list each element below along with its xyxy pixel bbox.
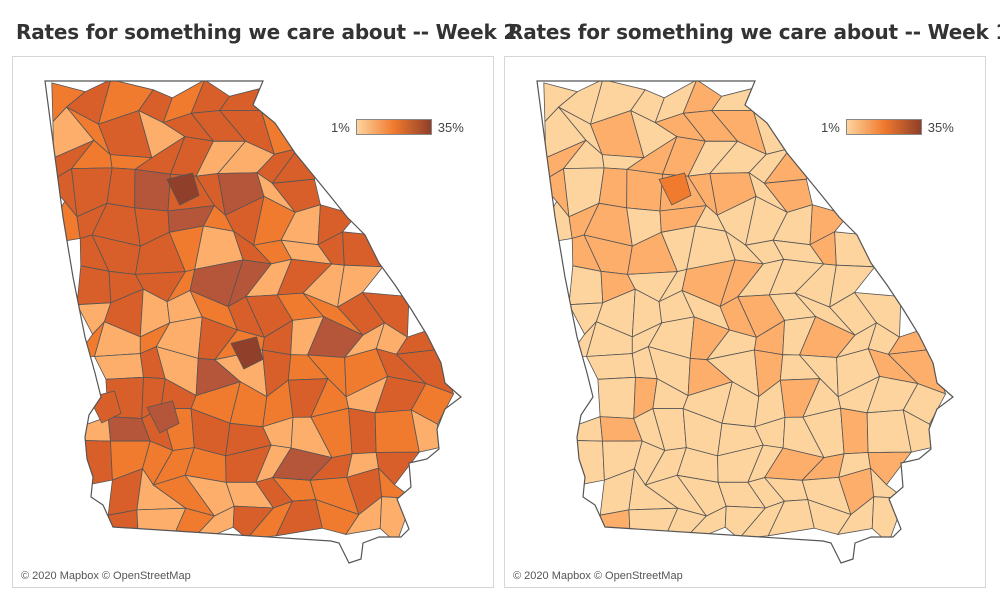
legend-min-label: 1% (331, 119, 350, 135)
county-shape[interactable] (834, 231, 876, 268)
county-shape[interactable] (106, 167, 136, 209)
county-shape[interactable] (871, 496, 906, 544)
color-legend: 1% 35% (821, 119, 954, 135)
panel-title-week-2: Rates for something we care about -- Wee… (16, 20, 518, 44)
legend-min-label: 1% (821, 119, 840, 135)
county-shape[interactable] (568, 265, 604, 306)
county-shape[interactable] (598, 167, 628, 209)
county-shape[interactable] (568, 416, 603, 442)
map-panel-week-2[interactable]: 1% 35% © 2020 Mapbox © OpenStreetMap (12, 56, 494, 588)
map-credit: © 2020 Mapbox © OpenStreetMap (513, 570, 683, 582)
state-outline (536, 80, 954, 564)
county-shape[interactable] (626, 168, 664, 212)
county-shape[interactable] (597, 376, 636, 419)
legend-ramp (845, 119, 922, 135)
county-shape[interactable] (76, 265, 112, 306)
county-shape[interactable] (840, 407, 869, 455)
county-shape[interactable] (585, 353, 636, 380)
map-credit: © 2020 Mapbox © OpenStreetMap (21, 570, 191, 582)
county-shape-highlight[interactable] (146, 400, 180, 434)
county-shape[interactable] (134, 168, 172, 212)
county-shape[interactable] (74, 439, 113, 488)
county-shape[interactable] (136, 507, 187, 538)
county-shape-highlight[interactable] (166, 172, 200, 206)
georgia-county-map[interactable] (505, 57, 986, 588)
legend-ramp (355, 119, 432, 135)
county-shape[interactable] (342, 231, 384, 268)
county-shape[interactable] (379, 496, 414, 544)
color-legend: 1% 35% (331, 119, 464, 135)
legend-max-label: 35% (437, 119, 464, 135)
county-shape-highlight[interactable] (230, 336, 264, 370)
map-panel-week-10[interactable]: 1% 35% © 2020 Mapbox © OpenStreetMap (504, 56, 986, 588)
county-shape[interactable] (566, 439, 605, 488)
county-shape[interactable] (628, 507, 679, 538)
legend-max-label: 35% (927, 119, 954, 135)
panel-title-week-10: Rates for something we care about -- Wee… (508, 20, 1000, 44)
county-shape[interactable] (93, 353, 144, 380)
state-outline (44, 80, 462, 564)
county-shape-highlight[interactable] (658, 172, 692, 206)
county-shape[interactable] (348, 407, 377, 455)
georgia-county-map[interactable] (13, 57, 494, 588)
